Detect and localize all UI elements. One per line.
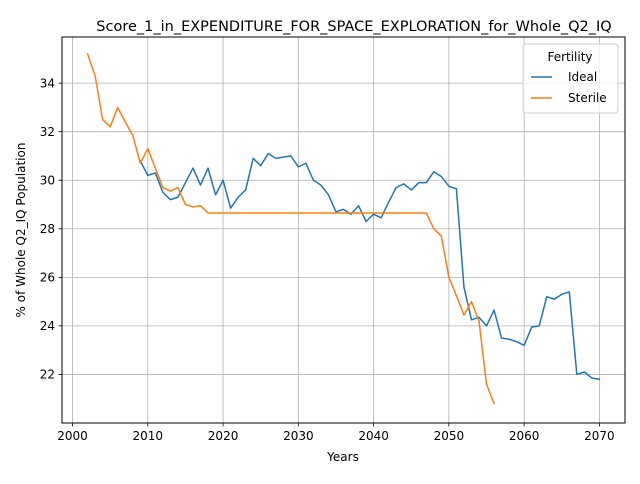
x-tick-label: 2030 — [283, 429, 314, 443]
x-tick-label: 2070 — [584, 429, 615, 443]
x-tick-label: 2060 — [509, 429, 540, 443]
chart-title: Score_1_in_EXPENDITURE_FOR_SPACE_EXPLORA… — [96, 19, 611, 35]
legend-label-sterile: Sterile — [568, 91, 607, 105]
y-tick-label: 24 — [40, 319, 55, 333]
plot-frame — [61, 36, 626, 424]
series-lines — [86, 53, 601, 405]
x-axis-label: Years — [326, 450, 359, 464]
x-tick-label: 2000 — [57, 429, 88, 443]
grid — [62, 37, 625, 423]
series-line-sterile — [86, 53, 496, 405]
y-tick-label: 22 — [40, 368, 55, 382]
y-tick-label: 34 — [40, 76, 55, 90]
legend-frame — [522, 43, 619, 114]
x-tick-label: 2040 — [358, 429, 389, 443]
y-axis: 22 24 26 28 30 32 34 — [40, 76, 62, 382]
legend-label-ideal: Ideal — [568, 70, 597, 84]
y-tick-label: 30 — [40, 174, 55, 188]
legend-title: Fertility — [547, 50, 592, 64]
series-line-ideal — [139, 152, 601, 381]
x-tick-label: 2010 — [133, 429, 164, 443]
y-tick-label: 26 — [40, 271, 55, 285]
x-tick-label: 2020 — [208, 429, 239, 443]
y-tick-label: 32 — [40, 125, 55, 139]
legend: Fertility Ideal Sterile — [522, 43, 619, 114]
y-axis-label: % of Whole Q2_IQ Population — [14, 143, 28, 318]
x-axis: 2000 2010 2020 2030 2040 2050 2060 2070 — [57, 423, 615, 443]
y-tick-label: 28 — [40, 222, 55, 236]
x-tick-label: 2050 — [434, 429, 465, 443]
